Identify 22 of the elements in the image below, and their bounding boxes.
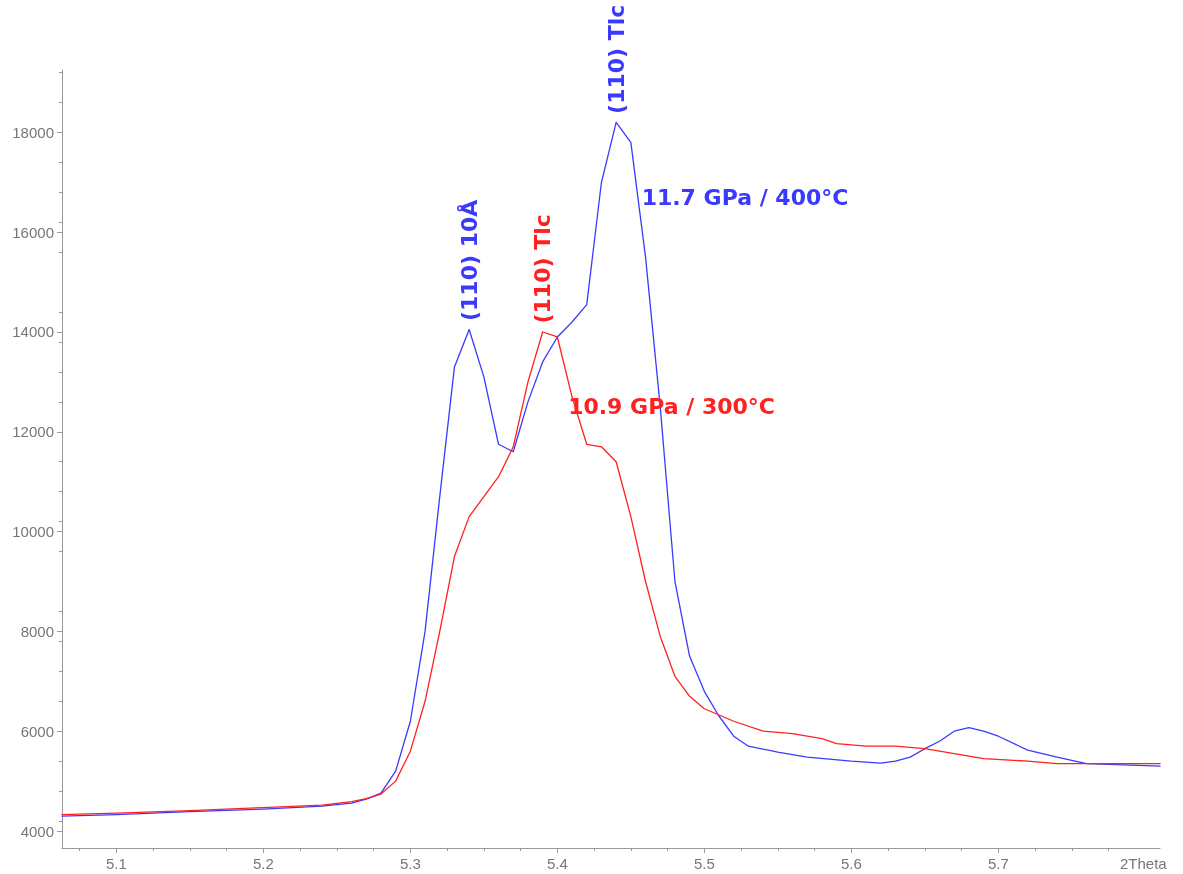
- x-tick-label: 5.6: [840, 855, 862, 872]
- x-tick-label: 5.5: [693, 855, 715, 872]
- x-tick-label: 5.3: [399, 855, 421, 872]
- line-series: [61, 121, 1161, 817]
- y-tick-label: 6000: [20, 722, 54, 740]
- x-axis-title: 2Theta: [1120, 855, 1168, 872]
- annotation: (110) Tlc: [530, 214, 556, 324]
- y-tick-label: 16000: [12, 223, 54, 241]
- line-series: [61, 331, 1161, 816]
- y-tick-label: 8000: [20, 622, 54, 640]
- x-tick-label: 5.7: [987, 855, 1009, 872]
- y-tick-label: 10000: [12, 523, 54, 541]
- y-tick-label: 12000: [12, 423, 54, 441]
- x-tick-label: 5.2: [252, 855, 274, 872]
- y-tick-label: 14000: [12, 323, 54, 341]
- x-tick-label: 5.4: [546, 855, 568, 872]
- y-tick-label: 4000: [20, 822, 54, 840]
- annotation: (110) Tlc: [603, 4, 629, 114]
- annotation: (110) 10Å: [456, 199, 482, 321]
- series-label: 11.7 GPa / 400°C: [641, 184, 849, 210]
- x-tick-label: 5.1: [105, 855, 127, 872]
- y-tick-label: 18000: [12, 123, 54, 141]
